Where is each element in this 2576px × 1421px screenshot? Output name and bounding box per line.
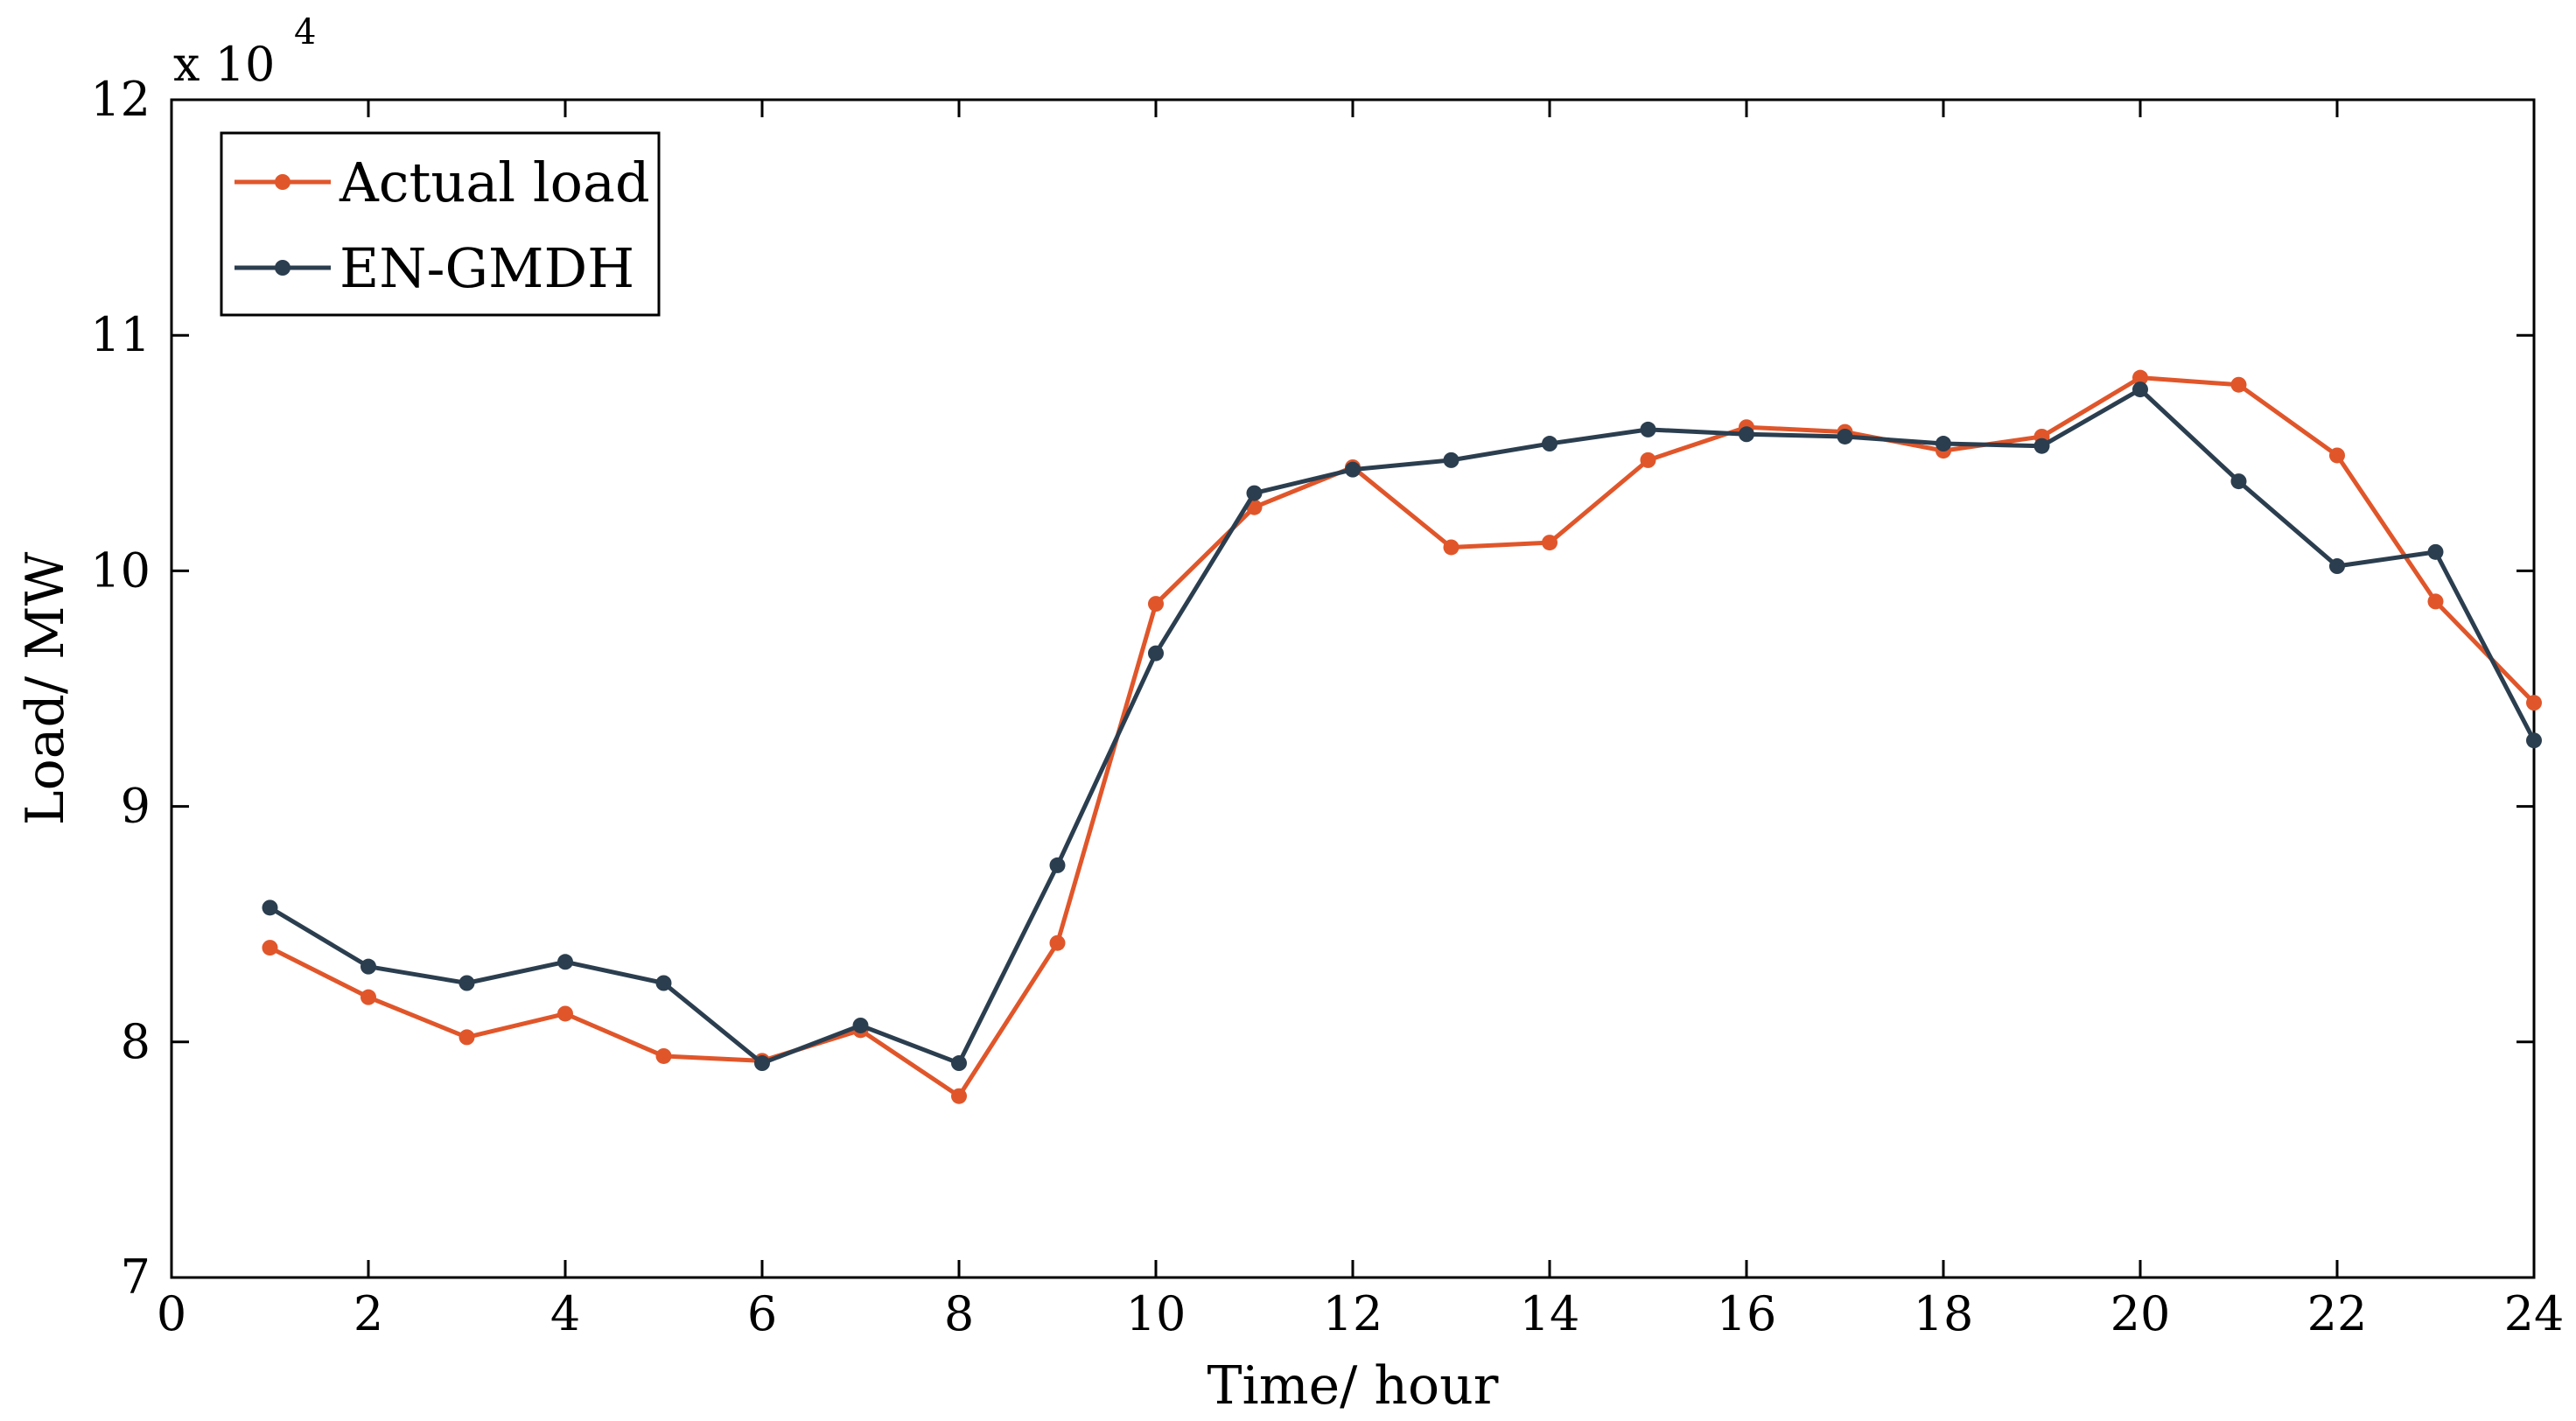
x-tick-label: 10: [1126, 1286, 1186, 1341]
y-tick-labels: 7 8 9 10 11 12: [90, 72, 150, 1305]
data-point-en-gmdh: [1345, 461, 1361, 478]
data-point-actual-load: [1542, 535, 1558, 551]
x-tick-labels: 0 2 4 6 8 10 12 14 16 18 20 22 24: [157, 1286, 2565, 1341]
data-point-en-gmdh: [262, 900, 278, 916]
y-axis-title: Load/ MW: [15, 551, 76, 825]
x-tick-label: 0: [157, 1286, 186, 1341]
legend-marker-en-gmdh: [275, 260, 290, 276]
data-point-en-gmdh: [754, 1055, 770, 1072]
x-tick-label: 18: [1914, 1286, 1974, 1341]
legend-box: [220, 131, 661, 317]
data-point-en-gmdh: [557, 954, 573, 970]
data-point-en-gmdh: [2132, 382, 2148, 398]
y-tick-label: 9: [121, 779, 150, 834]
data-point-actual-load: [655, 1047, 672, 1064]
data-point-en-gmdh: [852, 1017, 869, 1033]
data-point-actual-load: [1640, 452, 1656, 468]
y-multiplier: x 10: [173, 37, 275, 92]
x-tick-label: 6: [747, 1286, 777, 1341]
data-point-en-gmdh: [2427, 543, 2444, 560]
data-point-en-gmdh: [1837, 428, 1853, 444]
series-actual-load: [262, 369, 2542, 1104]
series-line-actual-load: [269, 375, 2536, 1099]
data-point-actual-load: [262, 940, 278, 956]
axis-ticks: [170, 98, 2536, 1279]
x-tick-label: 14: [1520, 1286, 1580, 1341]
x-tick-label: 20: [2110, 1286, 2171, 1341]
data-point-en-gmdh: [2329, 558, 2345, 575]
data-point-actual-load: [951, 1088, 967, 1104]
x-tick-label: 2: [354, 1286, 383, 1341]
data-point-actual-load: [1443, 539, 1460, 556]
legend-marker-actual-load: [275, 174, 290, 190]
data-point-actual-load: [1049, 934, 1066, 951]
y-tick-label: 11: [90, 307, 150, 362]
legend-label-en-gmdh: EN-GMDH: [340, 236, 634, 300]
data-point-actual-load: [2132, 369, 2148, 386]
x-tick-label: 12: [1323, 1286, 1383, 1341]
y-tick-label: 7: [121, 1250, 150, 1305]
x-tick-label: 16: [1717, 1286, 1777, 1341]
data-point-en-gmdh: [2230, 473, 2247, 490]
data-point-en-gmdh: [1148, 645, 1164, 662]
data-point-actual-load: [2329, 447, 2345, 464]
series-line-en-gmdh: [269, 387, 2537, 1066]
legend-entry-actual-load: Actual load: [234, 150, 650, 214]
x-axis-title: Time/ hour: [1208, 1355, 1499, 1417]
series-layer: [262, 369, 2542, 1104]
data-point-en-gmdh: [2034, 438, 2050, 454]
data-point-en-gmdh: [1049, 857, 1066, 873]
data-point-actual-load: [1148, 596, 1164, 612]
data-point-en-gmdh: [360, 958, 376, 975]
data-point-en-gmdh: [2526, 732, 2542, 749]
data-point-en-gmdh: [1739, 426, 1754, 443]
legend-entry-en-gmdh: EN-GMDH: [234, 236, 634, 300]
data-point-en-gmdh: [951, 1055, 967, 1072]
data-point-en-gmdh: [655, 975, 672, 991]
data-point-en-gmdh: [1936, 436, 1951, 452]
data-point-en-gmdh: [1640, 421, 1656, 438]
data-point-en-gmdh: [1246, 485, 1263, 501]
legend: Actual load EN-GMDH: [220, 131, 661, 317]
series-en-gmdh: [262, 382, 2542, 1072]
x-tick-label: 24: [2504, 1286, 2565, 1341]
data-point-actual-load: [2427, 593, 2444, 610]
data-point-actual-load: [458, 1029, 475, 1046]
data-point-actual-load: [2230, 376, 2247, 393]
y-multiplier-exponent: 4: [294, 12, 316, 52]
y-tick-label: 12: [90, 72, 150, 127]
y-tick-label: 10: [90, 542, 150, 598]
data-point-en-gmdh: [1443, 452, 1460, 468]
data-point-en-gmdh: [1542, 436, 1558, 452]
x-tick-label: 22: [2307, 1286, 2368, 1341]
y-tick-label: 8: [121, 1014, 150, 1069]
data-point-en-gmdh: [458, 975, 475, 991]
x-tick-label: 4: [550, 1286, 580, 1341]
data-point-actual-load: [557, 1005, 573, 1022]
data-point-actual-load: [360, 989, 376, 1005]
legend-label-actual-load: Actual load: [339, 150, 650, 214]
x-tick-label: 8: [944, 1286, 974, 1341]
data-point-actual-load: [2526, 695, 2542, 711]
